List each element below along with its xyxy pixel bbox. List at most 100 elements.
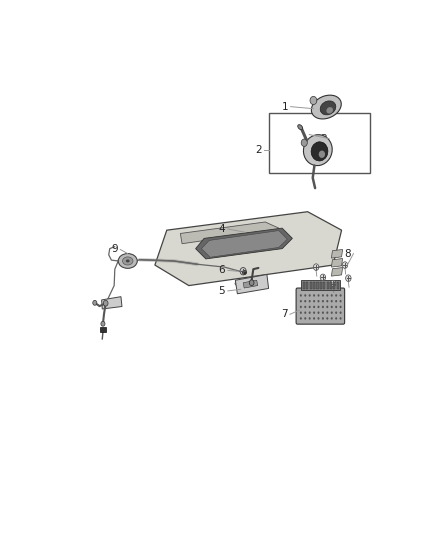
- Circle shape: [322, 311, 324, 314]
- Circle shape: [331, 300, 333, 302]
- Circle shape: [339, 300, 342, 302]
- Bar: [303, 282, 305, 289]
- Polygon shape: [332, 259, 343, 267]
- Text: 3: 3: [320, 134, 326, 144]
- Polygon shape: [332, 268, 343, 276]
- Text: 8: 8: [344, 248, 351, 259]
- Circle shape: [320, 274, 325, 281]
- Bar: [100, 327, 106, 332]
- Circle shape: [342, 262, 348, 268]
- Polygon shape: [201, 231, 287, 257]
- Bar: [320, 282, 322, 289]
- Bar: [330, 282, 332, 289]
- Circle shape: [331, 306, 333, 308]
- Circle shape: [249, 280, 254, 286]
- Ellipse shape: [304, 135, 332, 166]
- Ellipse shape: [235, 281, 241, 286]
- Circle shape: [326, 311, 328, 314]
- Polygon shape: [155, 212, 342, 286]
- Circle shape: [240, 268, 246, 275]
- Circle shape: [326, 317, 328, 320]
- Ellipse shape: [319, 150, 325, 158]
- Circle shape: [339, 311, 342, 314]
- Circle shape: [322, 300, 324, 302]
- Circle shape: [309, 300, 311, 302]
- Bar: [337, 282, 339, 289]
- Circle shape: [300, 300, 302, 302]
- Ellipse shape: [126, 260, 130, 262]
- Ellipse shape: [123, 257, 133, 265]
- Ellipse shape: [298, 125, 303, 130]
- Circle shape: [301, 139, 307, 147]
- Circle shape: [339, 306, 342, 308]
- Text: 9: 9: [111, 245, 117, 254]
- Circle shape: [313, 300, 315, 302]
- Circle shape: [93, 301, 97, 305]
- Circle shape: [346, 275, 351, 281]
- Circle shape: [304, 317, 306, 320]
- Circle shape: [309, 317, 311, 320]
- Circle shape: [339, 294, 342, 297]
- Bar: [306, 282, 308, 289]
- Ellipse shape: [320, 101, 336, 115]
- Bar: [313, 282, 315, 289]
- Bar: [268, 113, 371, 173]
- Circle shape: [335, 294, 337, 297]
- FancyBboxPatch shape: [296, 288, 345, 324]
- Circle shape: [314, 264, 319, 270]
- Ellipse shape: [326, 107, 333, 114]
- Circle shape: [326, 294, 328, 297]
- Circle shape: [339, 317, 342, 320]
- Text: 2: 2: [255, 145, 261, 155]
- Bar: [323, 282, 325, 289]
- Circle shape: [304, 300, 306, 302]
- Circle shape: [326, 300, 328, 302]
- Circle shape: [318, 317, 320, 320]
- Circle shape: [313, 311, 315, 314]
- Bar: [301, 280, 340, 290]
- Circle shape: [101, 321, 105, 326]
- Circle shape: [310, 96, 317, 104]
- Circle shape: [304, 294, 306, 297]
- Circle shape: [300, 306, 302, 308]
- Ellipse shape: [311, 95, 341, 119]
- Polygon shape: [180, 222, 279, 244]
- Circle shape: [309, 311, 311, 314]
- Circle shape: [318, 306, 320, 308]
- Circle shape: [300, 317, 302, 320]
- Bar: [317, 282, 318, 289]
- Circle shape: [331, 317, 333, 320]
- Circle shape: [335, 300, 337, 302]
- Circle shape: [326, 306, 328, 308]
- Text: 5: 5: [219, 286, 225, 296]
- Circle shape: [322, 294, 324, 297]
- Circle shape: [318, 311, 320, 314]
- Bar: [310, 282, 312, 289]
- Circle shape: [313, 306, 315, 308]
- Polygon shape: [102, 297, 122, 309]
- Polygon shape: [332, 249, 343, 258]
- Circle shape: [304, 306, 306, 308]
- Circle shape: [304, 311, 306, 314]
- Circle shape: [330, 280, 336, 287]
- Bar: [327, 282, 328, 289]
- Bar: [333, 282, 336, 289]
- Circle shape: [313, 317, 315, 320]
- Polygon shape: [196, 228, 293, 259]
- Circle shape: [318, 294, 320, 297]
- Circle shape: [331, 311, 333, 314]
- Circle shape: [322, 317, 324, 320]
- Circle shape: [313, 294, 315, 297]
- Polygon shape: [235, 274, 268, 294]
- Circle shape: [300, 311, 302, 314]
- Circle shape: [318, 300, 320, 302]
- Text: 1: 1: [281, 102, 288, 111]
- Circle shape: [309, 294, 311, 297]
- Ellipse shape: [311, 142, 328, 161]
- Circle shape: [335, 317, 337, 320]
- Text: 6: 6: [219, 265, 225, 276]
- Circle shape: [309, 306, 311, 308]
- Circle shape: [335, 306, 337, 308]
- Ellipse shape: [118, 254, 137, 268]
- Circle shape: [335, 311, 337, 314]
